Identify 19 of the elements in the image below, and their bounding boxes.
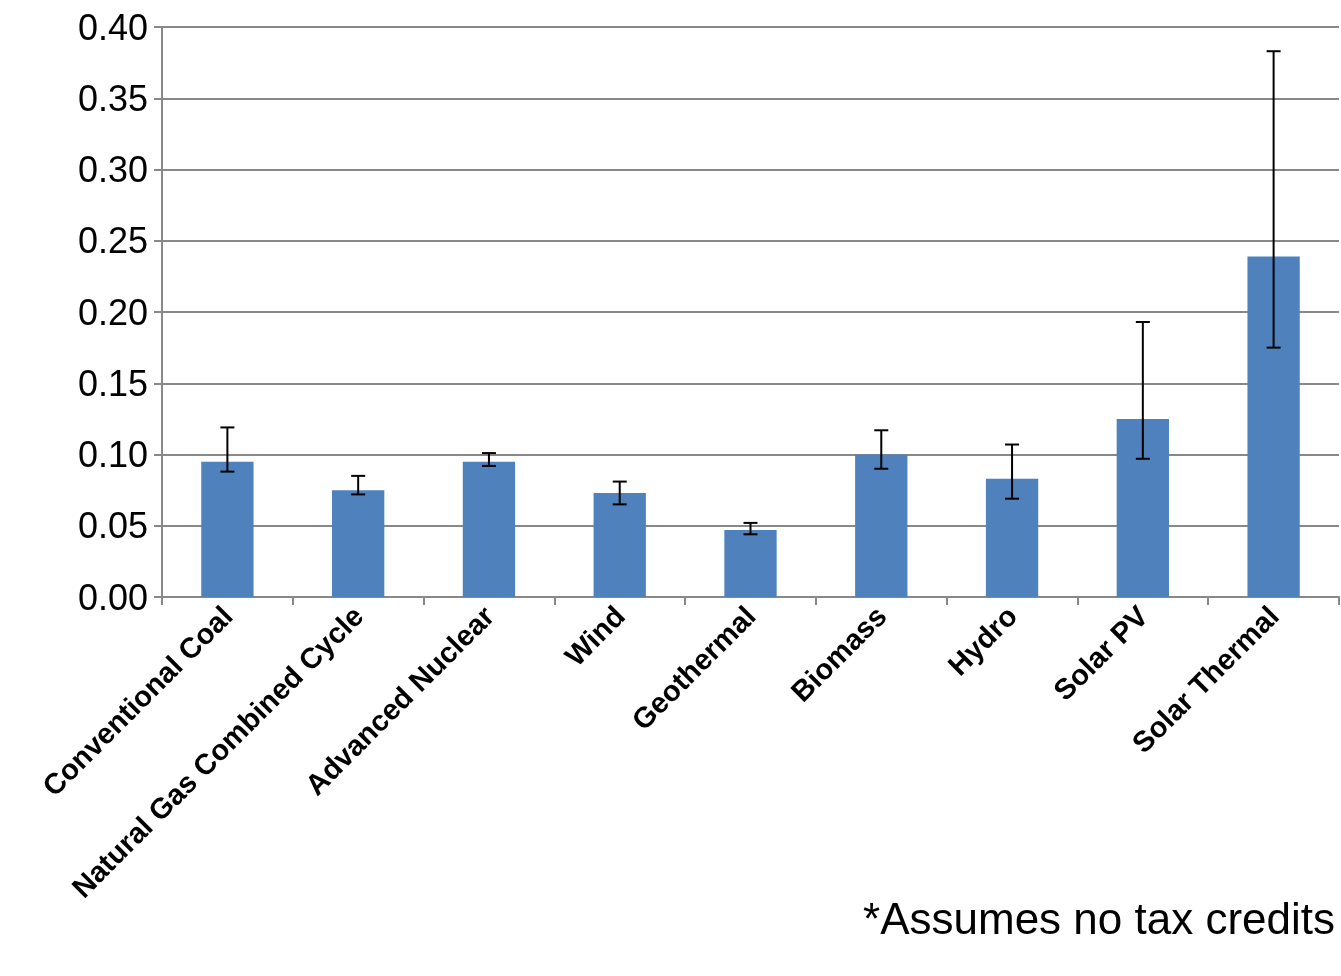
text: *Assumes no tax credits — [863, 894, 1335, 944]
bar — [593, 492, 646, 597]
y-tick-label: 0.10 — [77, 434, 148, 475]
y-tick-label: 0.40 — [77, 6, 148, 48]
y-tick-label: 0.05 — [77, 505, 148, 547]
bar — [1247, 256, 1300, 597]
bar — [462, 461, 516, 597]
y-tick-label: 0.15 — [77, 362, 148, 404]
y-tick-label: 0.35 — [77, 77, 148, 119]
y-tick-label: 0.30 — [77, 149, 148, 190]
y-tick-label: 0.00 — [77, 576, 148, 618]
bar — [855, 454, 908, 597]
bar — [1116, 418, 1169, 597]
bar — [724, 530, 777, 597]
bar — [201, 461, 254, 597]
bar — [985, 478, 1039, 597]
y-tick-label: 0.20 — [77, 291, 148, 333]
bar — [332, 490, 385, 597]
y-tick-label: 0.25 — [77, 220, 148, 262]
